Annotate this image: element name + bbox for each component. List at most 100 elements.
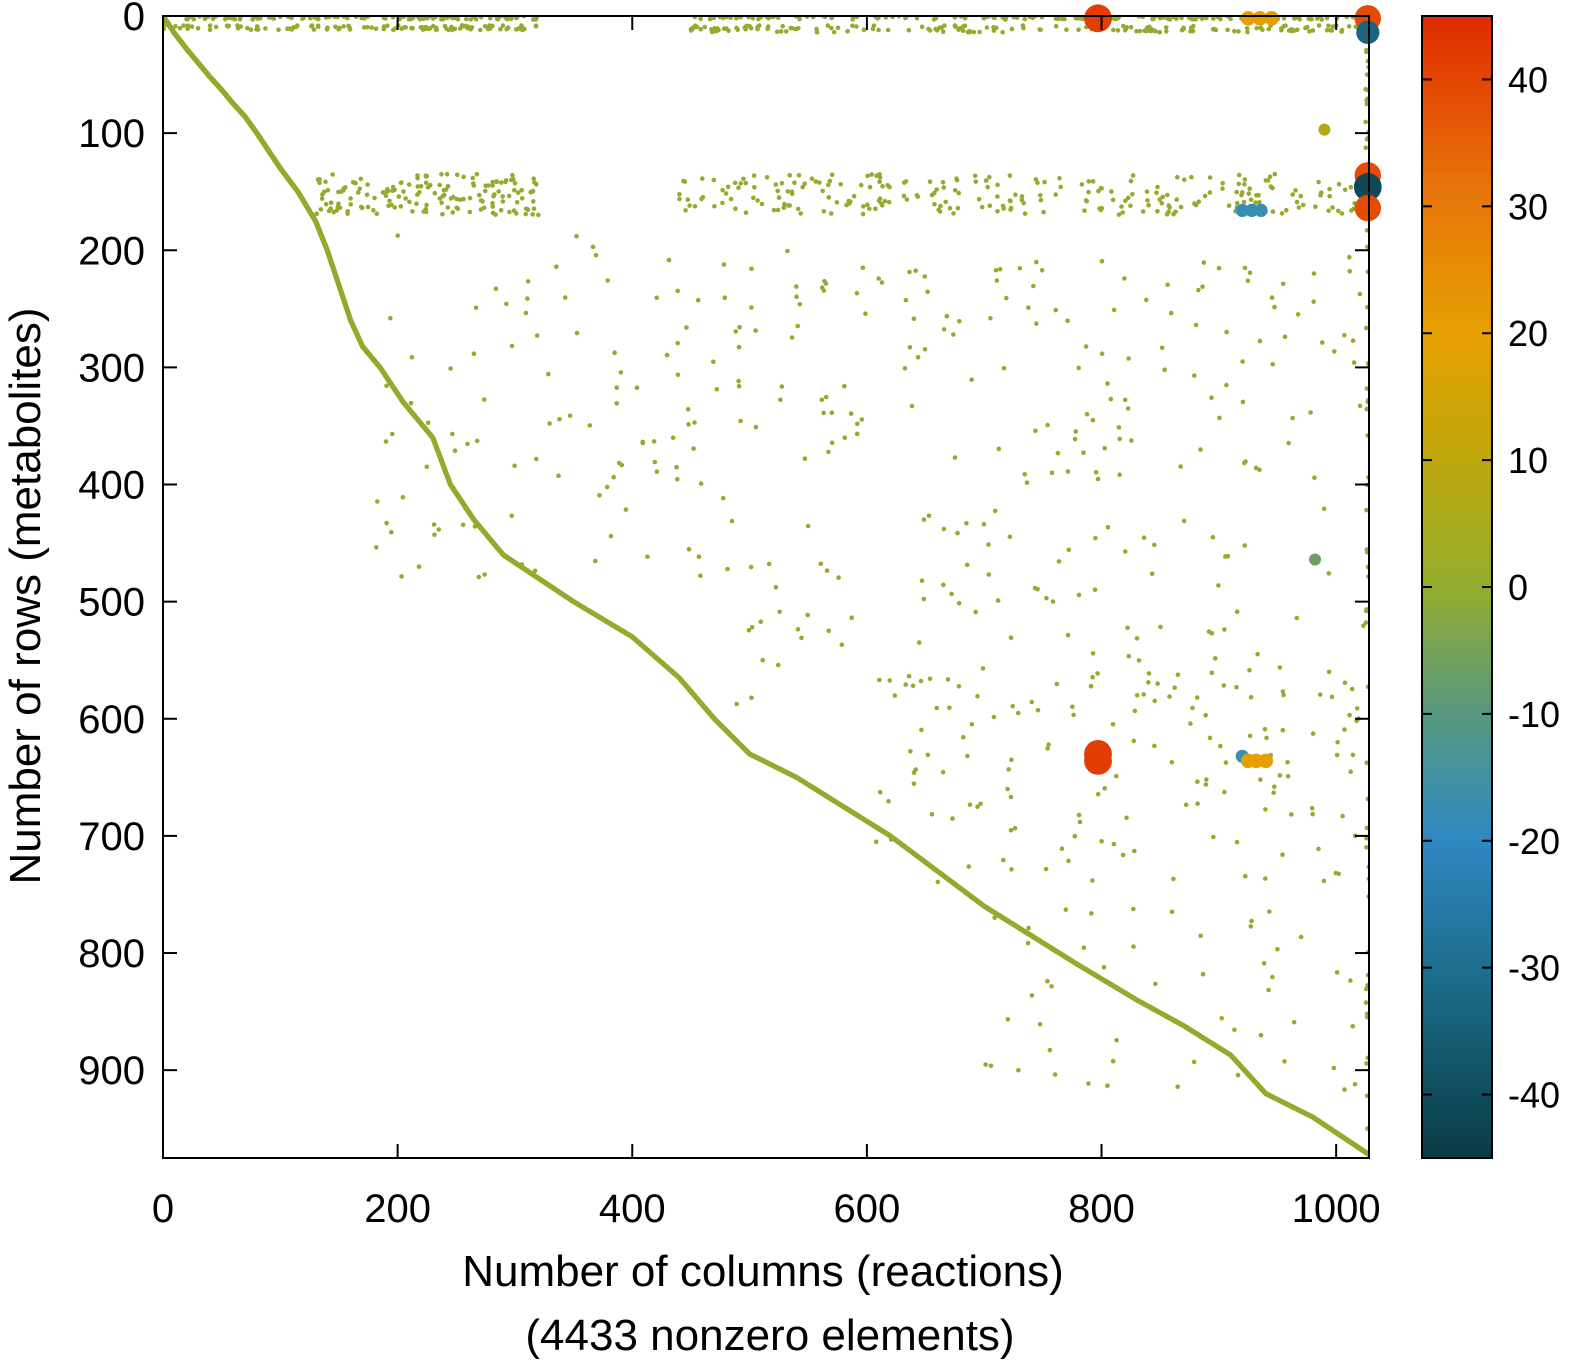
nonzero-point <box>1077 819 1083 825</box>
nonzero-point <box>328 206 334 211</box>
y-tick-label: 800 <box>78 932 145 976</box>
nonzero-point <box>953 24 958 30</box>
nonzero-point <box>882 198 888 204</box>
nonzero-point <box>461 174 466 180</box>
nonzero-point <box>1059 846 1065 851</box>
nonzero-point <box>796 173 802 178</box>
nonzero-point <box>986 572 992 577</box>
nonzero-point <box>1099 839 1104 844</box>
nonzero-point <box>336 201 341 207</box>
nonzero-point <box>614 385 619 390</box>
nonzero-point <box>971 29 977 35</box>
nonzero-point <box>1290 415 1295 421</box>
nonzero-point <box>1015 710 1021 716</box>
nonzero-point <box>1175 1084 1180 1089</box>
nonzero-point <box>450 210 456 215</box>
nonzero-point <box>1317 692 1323 697</box>
nonzero-point <box>871 23 877 29</box>
nonzero-point <box>1234 839 1240 845</box>
nonzero-point <box>933 26 938 32</box>
nonzero-point <box>979 204 985 210</box>
nonzero-point <box>795 627 801 632</box>
nonzero-point <box>293 24 299 30</box>
nonzero-point <box>887 184 892 190</box>
nonzero-point <box>1244 26 1250 31</box>
nonzero-point <box>892 693 898 698</box>
nonzero-point <box>1095 476 1101 482</box>
nonzero-point <box>468 26 474 32</box>
nonzero-point <box>802 181 807 186</box>
nonzero-point <box>369 25 375 30</box>
nonzero-point <box>873 206 878 212</box>
nonzero-point <box>185 16 190 22</box>
nonzero-point <box>1242 265 1248 271</box>
nonzero-point <box>402 25 407 30</box>
nonzero-point <box>944 313 950 319</box>
nonzero-point <box>1026 925 1031 931</box>
nonzero-point <box>531 176 536 181</box>
nonzero-point <box>1122 397 1128 403</box>
nonzero-point <box>373 26 379 32</box>
nonzero-point <box>728 196 734 202</box>
nonzero-point <box>932 202 937 207</box>
nonzero-point <box>325 187 331 193</box>
nonzero-point <box>765 26 770 32</box>
nonzero-point <box>1200 971 1206 977</box>
nonzero-point <box>749 695 754 701</box>
nonzero-point <box>531 206 537 212</box>
nonzero-point <box>1193 17 1198 22</box>
nonzero-point <box>885 27 891 33</box>
nonzero-point <box>1181 518 1187 524</box>
nonzero-point <box>978 801 983 807</box>
nonzero-point <box>399 180 404 185</box>
y-tick-label: 700 <box>78 815 145 859</box>
nonzero-point <box>414 201 419 206</box>
nonzero-point <box>1047 1047 1053 1053</box>
nonzero-point <box>1013 192 1018 197</box>
nonzero-point <box>1105 1083 1110 1088</box>
nonzero-point <box>355 190 361 195</box>
nonzero-point <box>1247 270 1253 276</box>
nonzero-point <box>365 182 370 187</box>
nonzero-point <box>1182 177 1187 182</box>
nonzero-point <box>854 291 860 296</box>
nonzero-point <box>773 584 779 590</box>
nonzero-point <box>929 812 935 817</box>
nonzero-point <box>372 195 377 201</box>
nonzero-point <box>317 180 322 185</box>
nonzero-point <box>616 460 622 466</box>
nonzero-point <box>1294 615 1300 621</box>
nonzero-point <box>1364 406 1369 412</box>
nonzero-point <box>1167 17 1173 22</box>
nonzero-point <box>876 27 881 33</box>
nonzero-point <box>752 185 757 190</box>
nonzero-point <box>984 25 990 30</box>
nonzero-point <box>860 265 866 271</box>
nonzero-point <box>855 421 860 427</box>
nonzero-point <box>916 640 922 645</box>
nonzero-point <box>512 187 517 193</box>
nonzero-point <box>1001 365 1007 371</box>
nonzero-point <box>490 204 496 209</box>
nonzero-point <box>487 16 493 21</box>
nonzero-point <box>960 28 966 34</box>
nonzero-point <box>410 26 416 31</box>
nonzero-point <box>1212 26 1217 32</box>
nonzero-point <box>534 456 539 462</box>
nonzero-point <box>941 185 947 190</box>
nonzero-point <box>934 705 939 711</box>
nonzero-point <box>459 23 465 28</box>
nonzero-point <box>493 179 499 184</box>
nonzero-point <box>343 185 348 190</box>
nonzero-point <box>1049 470 1055 476</box>
nonzero-point <box>500 199 506 204</box>
nonzero-point <box>735 27 740 32</box>
nonzero-point <box>1340 813 1345 819</box>
nonzero-point <box>1150 16 1155 22</box>
nonzero-point <box>1175 174 1180 180</box>
nonzero-point <box>1282 1059 1287 1064</box>
nonzero-point <box>1236 172 1242 178</box>
nonzero-point <box>448 366 453 371</box>
nonzero-point <box>723 191 729 196</box>
